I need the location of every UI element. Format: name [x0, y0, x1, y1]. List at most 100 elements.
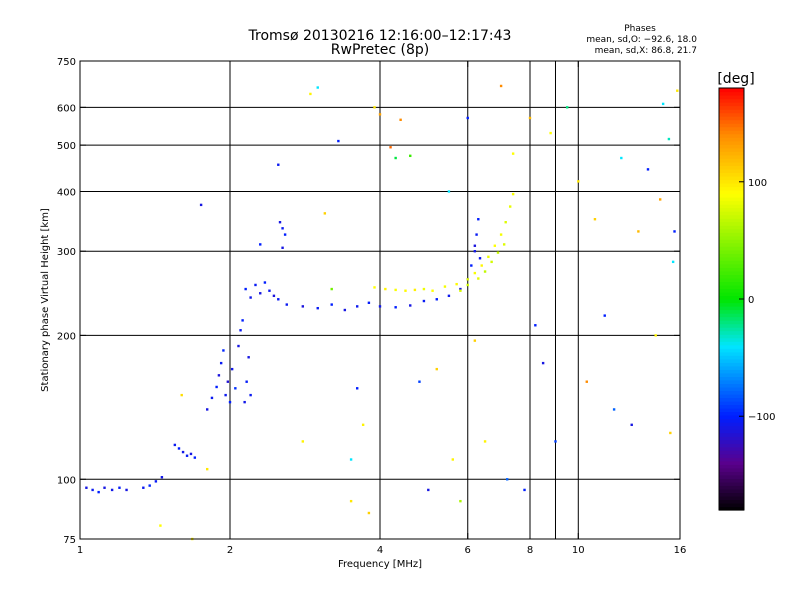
data-point [118, 486, 121, 489]
data-point [268, 289, 271, 292]
colorbar-segment [719, 102, 744, 107]
data-point [281, 227, 284, 230]
y-tick-label: 500 [57, 141, 76, 152]
data-point [259, 292, 262, 295]
colorbar-segment [719, 221, 744, 226]
data-point [228, 400, 232, 404]
x-tick-label: 10 [572, 545, 585, 556]
data-point [669, 431, 672, 435]
data-point [97, 490, 100, 494]
x-tick-label: 2 [227, 545, 233, 556]
colorbar-segment [719, 267, 744, 272]
colorbar-segment [719, 372, 744, 377]
data-point [483, 270, 487, 273]
data-point [222, 349, 225, 352]
phases-info-x: mean, sd,X: 86.8, 21.7 [595, 46, 697, 56]
colorbar-segment [719, 119, 744, 124]
grid-lines [80, 61, 680, 539]
data-point [230, 367, 234, 371]
colorbar-segment [719, 365, 744, 370]
data-point [210, 396, 214, 400]
data-point [466, 116, 469, 120]
data-point [661, 102, 665, 106]
data-point [676, 89, 679, 92]
data-point [378, 305, 382, 308]
data-point [384, 287, 387, 291]
colorbar-segment [719, 432, 744, 437]
data-point [593, 218, 597, 221]
colorbar-segment [719, 316, 744, 321]
colorbar-segment [719, 453, 744, 458]
colorbar-segment [719, 256, 744, 261]
colorbar-segment [719, 457, 744, 462]
colorbar-segment [719, 88, 744, 93]
data-point [470, 264, 473, 267]
colorbar-segment [719, 323, 744, 328]
colorbar-segment [719, 140, 744, 145]
data-point [180, 393, 183, 397]
data-point [477, 218, 480, 221]
data-point [217, 374, 221, 377]
data-point [409, 304, 412, 307]
data-point [224, 393, 227, 397]
data-point [199, 203, 203, 207]
data-point [511, 192, 515, 196]
data-point [394, 156, 397, 160]
data-point [249, 393, 252, 397]
colorbar-segment [719, 225, 744, 230]
data-point [234, 387, 237, 390]
colorbar-segment [719, 130, 744, 135]
data-point [367, 511, 371, 515]
data-point [455, 282, 458, 286]
data-point [394, 306, 397, 309]
data-point [646, 168, 650, 171]
x-tick-label: 1 [77, 545, 83, 556]
colorbar-segment [719, 291, 744, 297]
colorbar-segment [719, 383, 744, 388]
data-point [466, 283, 469, 287]
data-point [490, 260, 493, 264]
colorbar-segment [719, 193, 744, 198]
data-point [499, 84, 503, 88]
data-point [85, 486, 88, 489]
colorbar-segment [719, 204, 744, 209]
colorbar-segment [719, 313, 744, 318]
x-tick-label: 6 [465, 545, 471, 556]
data-point [534, 324, 537, 327]
data-point [278, 221, 282, 224]
data-point [159, 524, 162, 527]
colorbar-segment [719, 112, 744, 117]
colorbar-segment [719, 246, 744, 251]
colorbar-segment [719, 270, 744, 275]
data-point [283, 233, 287, 236]
y-tick-label: 100 [57, 475, 76, 486]
colorbar-segment [719, 302, 744, 307]
data-point [435, 298, 438, 301]
data-point [404, 289, 407, 292]
colorbar-segment [719, 232, 744, 237]
data-point [422, 287, 426, 291]
data-point [343, 308, 347, 312]
data-point [259, 243, 262, 246]
phases-info-title: Phases [624, 24, 656, 34]
colorbar-segment [719, 485, 744, 490]
colorbar: 100 0 −100 [718, 87, 775, 511]
colorbar-segment [719, 481, 744, 486]
data-point [620, 156, 623, 160]
colorbar-segment [719, 172, 744, 177]
colorbar-segment [719, 358, 744, 363]
colorbar-segment [719, 337, 744, 342]
colorbar-segment [719, 425, 744, 430]
colorbar-segment [719, 309, 744, 314]
data-point [367, 301, 371, 304]
x-tick-label: 4 [377, 545, 383, 556]
data-point [281, 246, 284, 249]
colorbar-segment [719, 348, 744, 353]
y-tick-label: 75 [63, 535, 76, 546]
data-point [316, 306, 319, 310]
data-point [277, 163, 280, 166]
data-point [603, 314, 606, 317]
data-point [205, 467, 209, 471]
data-point [459, 287, 462, 291]
colorbar-segment [719, 123, 744, 128]
